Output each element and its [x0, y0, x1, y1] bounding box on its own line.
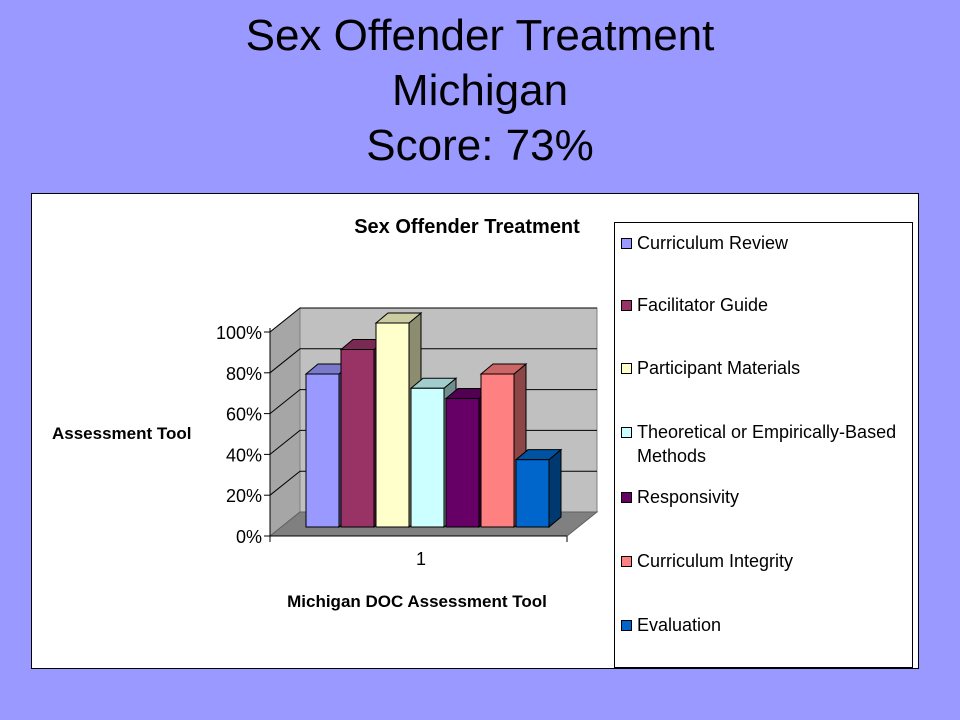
chart-title: Sex Offender Treatment	[354, 216, 580, 238]
y-tick-label: 60%	[226, 405, 262, 425]
y-tick-label: 0%	[236, 527, 262, 547]
legend-label: Responsivity	[637, 487, 740, 507]
legend-label: Curriculum Integrity	[637, 551, 794, 571]
slide-title-line-3: Score: 73%	[366, 121, 594, 170]
legend-label: Facilitator Guide	[637, 295, 769, 315]
legend-swatch	[621, 363, 632, 374]
y-tick-label: 100%	[216, 323, 262, 343]
bar-chart-plot: 0% 20% 40% 60% 80% 100% 1	[216, 306, 599, 569]
x-axis-label: Michigan DOC Assessment Tool	[287, 592, 547, 611]
legend-item: Curriculum Review	[621, 231, 911, 255]
legend-label: Evaluation	[637, 615, 722, 635]
slide-title-line-2: Michigan	[391, 66, 569, 115]
y-tick-label: 20%	[226, 486, 262, 506]
legend-label: Theoretical or Empirically-Based Methods	[637, 422, 897, 466]
legend-item: Participant Materials	[621, 356, 911, 380]
legend-swatch	[621, 620, 632, 631]
legend-swatch	[621, 427, 632, 438]
legend-swatch	[621, 300, 632, 311]
x-tick-label: 1	[416, 549, 426, 569]
legend-item: Facilitator Guide	[621, 293, 911, 317]
y-axis-label: Assessment Tool	[52, 424, 192, 443]
chart-frame: Sex Offender Treatment Assessment Tool M…	[31, 193, 919, 669]
legend-item: Responsivity	[621, 485, 911, 509]
y-tick-label: 80%	[226, 364, 262, 384]
bar-evaluation	[514, 448, 563, 529]
legend-swatch	[621, 492, 632, 503]
legend-label: Curriculum Review	[637, 233, 789, 253]
legend-swatch	[621, 238, 632, 249]
y-tick-label: 40%	[226, 445, 262, 465]
slide-title: Sex Offender Treatment Michigan Score: 7…	[0, 8, 960, 173]
slide-title-line-1: Sex Offender Treatment	[245, 11, 715, 60]
gridline	[269, 307, 597, 333]
legend-item: Curriculum Integrity	[621, 549, 911, 573]
legend-item: Evaluation	[621, 613, 911, 637]
chart-side-wall	[269, 306, 301, 538]
gridline	[269, 348, 597, 374]
legend-label: Participant Materials	[637, 358, 801, 378]
chart-legend: Curriculum Review Facilitator Guide Partic…	[614, 222, 913, 668]
legend-swatch	[621, 556, 632, 567]
legend-item: Theoretical or Empirically-Based Methods	[621, 420, 911, 468]
bar-curriculum-integrity	[479, 362, 528, 529]
